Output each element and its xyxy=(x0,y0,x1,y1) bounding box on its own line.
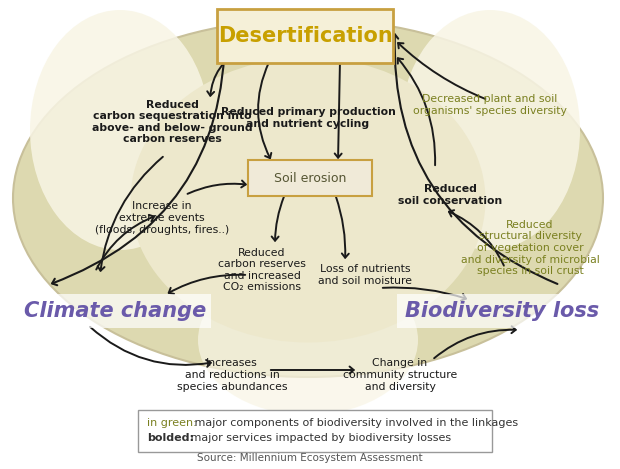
Text: Reduced
soil conservation: Reduced soil conservation xyxy=(398,184,502,206)
FancyBboxPatch shape xyxy=(138,410,492,452)
Text: Decreased plant and soil
organisms' species diversity: Decreased plant and soil organisms' spec… xyxy=(413,94,567,116)
Text: Loss of nutrients
and soil moisture: Loss of nutrients and soil moisture xyxy=(318,264,412,286)
Text: Desertification: Desertification xyxy=(218,26,392,46)
Ellipse shape xyxy=(400,10,580,250)
FancyBboxPatch shape xyxy=(248,160,372,196)
Text: Biodiversity loss: Biodiversity loss xyxy=(405,301,599,321)
Ellipse shape xyxy=(130,58,485,342)
Text: Increases
and reductions in
species abundances: Increases and reductions in species abun… xyxy=(177,358,287,392)
Text: Climate change: Climate change xyxy=(24,301,206,321)
Text: Change in
community structure
and diversity: Change in community structure and divers… xyxy=(343,358,457,392)
FancyBboxPatch shape xyxy=(217,9,393,63)
Text: major components of biodiversity involved in the linkages: major components of biodiversity involve… xyxy=(191,418,518,428)
Text: Reduced
structural diversity
of vegetation cover
and diversity of microbial
spec: Reduced structural diversity of vegetati… xyxy=(461,220,600,276)
Ellipse shape xyxy=(13,19,603,377)
FancyBboxPatch shape xyxy=(397,294,607,328)
FancyBboxPatch shape xyxy=(19,294,211,328)
Text: Soil erosion: Soil erosion xyxy=(274,172,346,184)
Text: Reduced
carbon sequestration into
above- and below- ground
carbon reserves: Reduced carbon sequestration into above-… xyxy=(92,99,252,144)
Text: Reduced primary production
and nutrient cycling: Reduced primary production and nutrient … xyxy=(221,107,396,129)
Ellipse shape xyxy=(198,265,418,415)
Text: in green:: in green: xyxy=(147,418,197,428)
Text: major services impacted by biodiversity losses: major services impacted by biodiversity … xyxy=(187,433,451,443)
Ellipse shape xyxy=(30,10,210,250)
Text: Reduced
carbon reserves
and increased
CO₂ emissions: Reduced carbon reserves and increased CO… xyxy=(218,248,306,292)
Text: bolded:: bolded: xyxy=(147,433,194,443)
Text: Increase in
extreme events
(floods, droughts, fires..): Increase in extreme events (floods, drou… xyxy=(95,201,229,234)
Text: Source: Millennium Ecosystem Assessment: Source: Millennium Ecosystem Assessment xyxy=(197,453,423,463)
